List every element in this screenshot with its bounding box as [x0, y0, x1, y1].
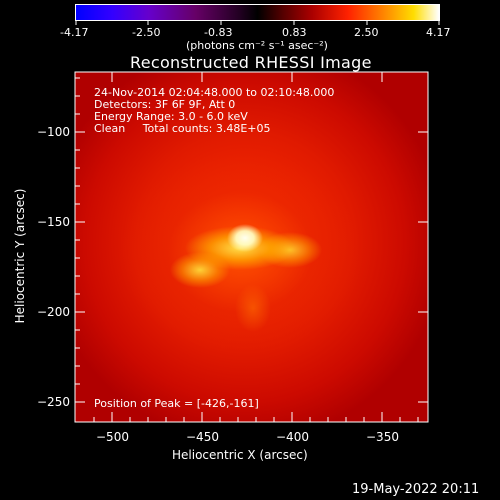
peak-position-label: Position of Peak = [-426,-161]: [94, 397, 259, 410]
y-tick-label: −200: [37, 305, 70, 319]
colorbar-unit-label: (photons cm⁻² s⁻¹ asec⁻²): [186, 39, 328, 52]
colorbar-tick-marks: [75, 21, 440, 25]
plot-title: Reconstructed RHESSI Image: [130, 53, 372, 72]
x-axis-title: Heliocentric X (arcsec): [172, 448, 308, 462]
x-tick-label: −350: [366, 430, 399, 444]
colorbar-tick-2: -2.50: [132, 26, 161, 39]
colorbar-tick-6: 4.17: [426, 26, 451, 39]
y-axis-title: Heliocentric Y (arcsec): [13, 188, 27, 324]
colorbar-tick-4: 0.83: [282, 26, 307, 39]
info-line-counts: Clean Total counts: 3.48E+05: [94, 122, 271, 135]
info-line-energy: Energy Range: 3.0 - 6.0 keV: [94, 110, 248, 123]
y-tick-label: −250: [37, 395, 70, 409]
colorbar-tick-1: -4.17: [60, 26, 89, 39]
colorbar: [75, 4, 440, 21]
info-line-time: 24-Nov-2014 02:04:48.000 to 02:10:48.000: [94, 86, 335, 99]
footer-date: 19-May-2022 20:11: [352, 482, 480, 497]
colorbar-tick-5: 2.50: [354, 26, 379, 39]
info-line-detectors: Detectors: 3F 6F 9F, Att 0: [94, 98, 236, 111]
colorbar-tick-3: -0.83: [204, 26, 233, 39]
y-tick-label: −100: [37, 125, 70, 139]
x-tick-label: −500: [96, 430, 129, 444]
y-tick-label: −150: [37, 215, 70, 229]
x-tick-label: −450: [186, 430, 219, 444]
x-tick-label: −400: [276, 430, 309, 444]
solar-image: [75, 72, 428, 422]
